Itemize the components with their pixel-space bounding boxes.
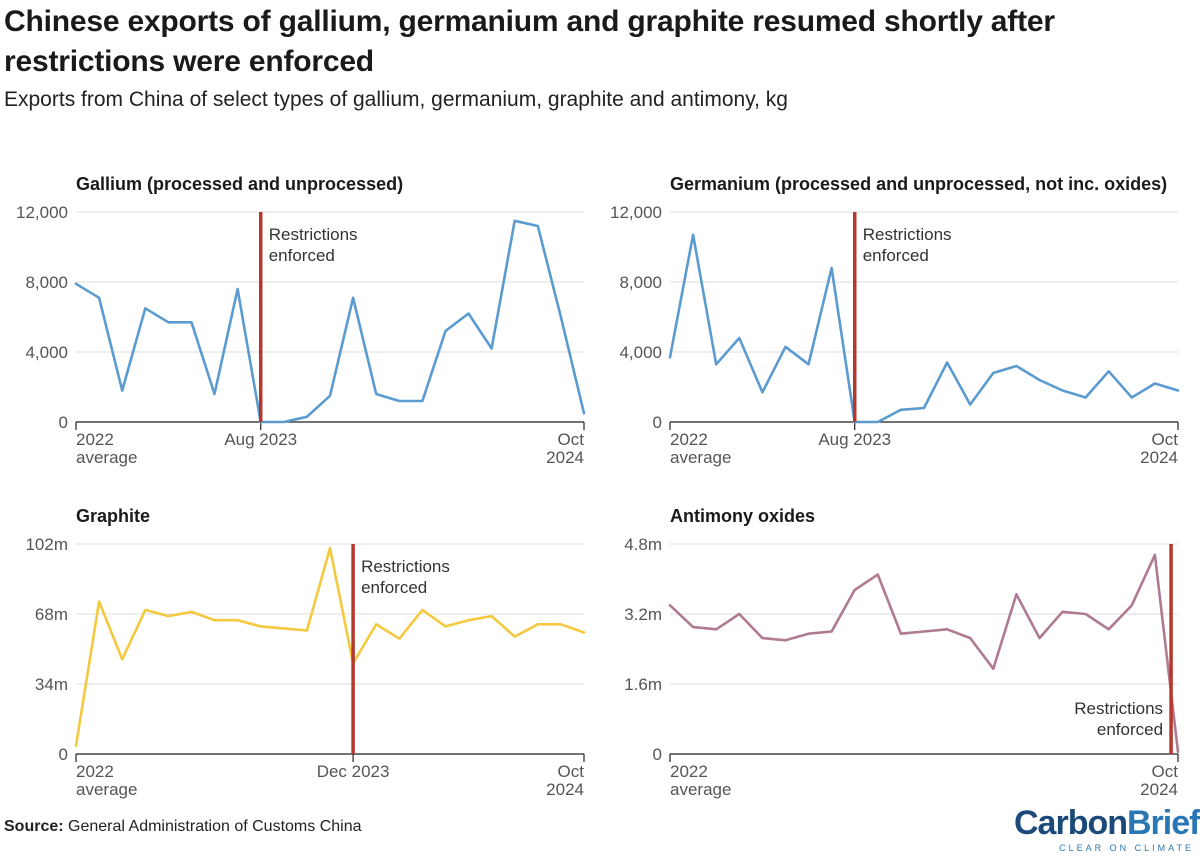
x-tick-label: average: [76, 780, 137, 799]
panel-title: Graphite: [76, 506, 150, 526]
x-tick-label: 2022: [76, 762, 114, 781]
chart-subtitle: Exports from China of select types of ga…: [4, 88, 788, 111]
panel-title: Antimony oxides: [670, 506, 815, 526]
x-tick-label: 2024: [1140, 448, 1178, 467]
x-tick-label: average: [670, 780, 731, 799]
x-tick-label: 2024: [546, 780, 584, 799]
restriction-label: Restrictions: [1074, 699, 1163, 718]
x-tick-label: Dec 2023: [317, 762, 390, 781]
series-line: [668, 233, 1180, 424]
logo-brief: Brief: [1127, 804, 1200, 842]
x-tick-label: average: [670, 448, 731, 467]
x-tick-label: 2024: [546, 448, 584, 467]
restriction-label: enforced: [269, 246, 335, 265]
chart-panel-2: Germanium (processed and unprocessed, no…: [610, 174, 1180, 467]
y-tick-label: 0: [59, 413, 68, 432]
y-tick-label: 4,000: [25, 343, 68, 362]
y-tick-label: 4,000: [619, 343, 662, 362]
series-line: [74, 219, 586, 424]
y-tick-label: 0: [653, 745, 662, 764]
x-tick-label: Aug 2023: [818, 430, 891, 449]
source-note: Source: General Administration of Custom…: [4, 818, 362, 836]
x-tick-label: 2022: [670, 430, 708, 449]
y-tick-label: 3.2m: [624, 605, 662, 624]
x-tick-label: Oct: [1152, 430, 1179, 449]
y-tick-label: 68m: [35, 605, 68, 624]
source-label: Source:: [4, 818, 64, 835]
panel-title: Gallium (processed and unprocessed): [76, 174, 403, 194]
y-tick-label: 12,000: [610, 203, 662, 222]
y-tick-label: 102m: [25, 535, 68, 554]
x-tick-label: 2022: [670, 762, 708, 781]
panel-title: Germanium (processed and unprocessed, no…: [670, 174, 1167, 194]
series-line: [74, 546, 586, 748]
restriction-label: enforced: [863, 246, 929, 265]
x-tick-label: Oct: [558, 762, 585, 781]
x-tick-label: average: [76, 448, 137, 467]
y-tick-label: 8,000: [619, 273, 662, 292]
source-text: General Administration of Customs China: [68, 818, 362, 835]
y-tick-label: 0: [59, 745, 68, 764]
chart-main-title: Chinese exports of gallium, germanium an…: [4, 5, 1055, 78]
series-line: [668, 553, 1180, 754]
logo-carbon: Carbon: [1014, 804, 1128, 842]
y-tick-label: 34m: [35, 675, 68, 694]
restriction-label: enforced: [1097, 720, 1163, 739]
carbonbrief-logo: CarbonBrief CLEAR ON CLIMATE: [1014, 804, 1200, 854]
logo-tagline: CLEAR ON CLIMATE: [1059, 843, 1194, 853]
restriction-label: Restrictions: [269, 225, 358, 244]
restriction-label: Restrictions: [863, 225, 952, 244]
y-tick-label: 4.8m: [624, 535, 662, 554]
x-tick-label: Oct: [558, 430, 585, 449]
y-tick-label: 0: [653, 413, 662, 432]
x-tick-label: Oct: [1152, 762, 1179, 781]
restriction-label: Restrictions: [361, 557, 450, 576]
y-tick-label: 8,000: [25, 273, 68, 292]
restriction-label: enforced: [361, 578, 427, 597]
chart-panel-1: Gallium (processed and unprocessed) 0 4,00…: [16, 174, 586, 467]
y-tick-label: 12,000: [16, 203, 68, 222]
x-tick-label: 2024: [1140, 780, 1178, 799]
y-tick-label: 1.6m: [624, 675, 662, 694]
x-tick-label: 2022: [76, 430, 114, 449]
logo-wordmark: CarbonBrief: [1014, 804, 1200, 842]
x-tick-label: Aug 2023: [224, 430, 297, 449]
